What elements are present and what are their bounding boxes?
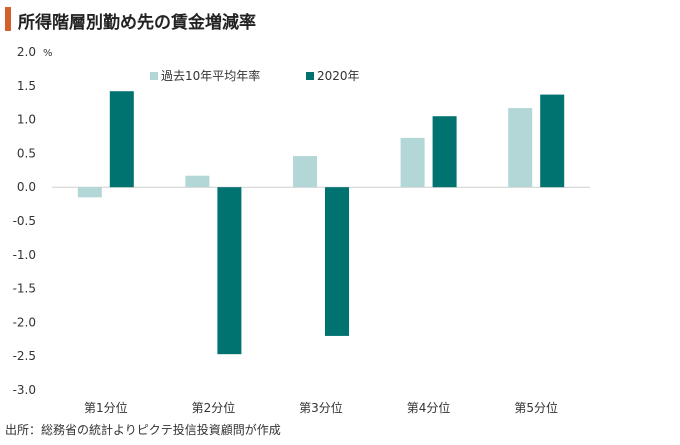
legend-swatch (150, 72, 158, 80)
bar-avg10y-2 (185, 175, 210, 188)
bar-avg10y-4 (400, 137, 425, 188)
y-tick-label: 0.5 (17, 146, 36, 160)
x-tick-label: 第1分位 (84, 400, 128, 415)
bar-y2020-3 (325, 187, 349, 336)
bar-y2020-5 (540, 94, 565, 188)
y-tick-label: -1.0 (13, 248, 36, 262)
y-tick-label: -2.0 (13, 315, 36, 329)
y-tick-label: 1.5 (17, 79, 36, 93)
x-tick-label: 第5分位 (514, 400, 558, 415)
y-tick-label: -1.5 (13, 282, 36, 296)
title-accent-bar (5, 7, 11, 31)
legend-label: 2020年 (317, 69, 360, 83)
y-tick-label: 0.0 (17, 180, 36, 194)
legend-label: 過去10年平均年率 (161, 68, 260, 83)
y-unit-label: % (43, 48, 53, 59)
x-tick-label: 第4分位 (407, 400, 451, 415)
bar-avg10y-1 (77, 187, 102, 198)
bar-y2020-4 (432, 116, 457, 188)
bar-y2020-1 (109, 91, 134, 188)
y-tick-label: 1.0 (17, 113, 36, 127)
legend-swatch (306, 72, 314, 80)
bar-avg10y-3 (293, 156, 317, 188)
chart-title: 所得階層別勤め先の賃金増減率 (18, 13, 256, 33)
y-tick-label: -2.5 (13, 349, 36, 363)
bar-avg10y-5 (508, 108, 533, 188)
x-tick-label: 第3分位 (299, 400, 343, 415)
y-tick-label: -0.5 (13, 214, 36, 228)
y-tick-label: -3.0 (13, 383, 36, 397)
x-tick-label: 第2分位 (192, 400, 236, 415)
source-note: 出所：総務省の統計よりピクテ投信投資顧問が作成 (5, 423, 281, 437)
bar-y2020-2 (217, 187, 242, 355)
y-tick-label: 2.0 (17, 45, 36, 59)
